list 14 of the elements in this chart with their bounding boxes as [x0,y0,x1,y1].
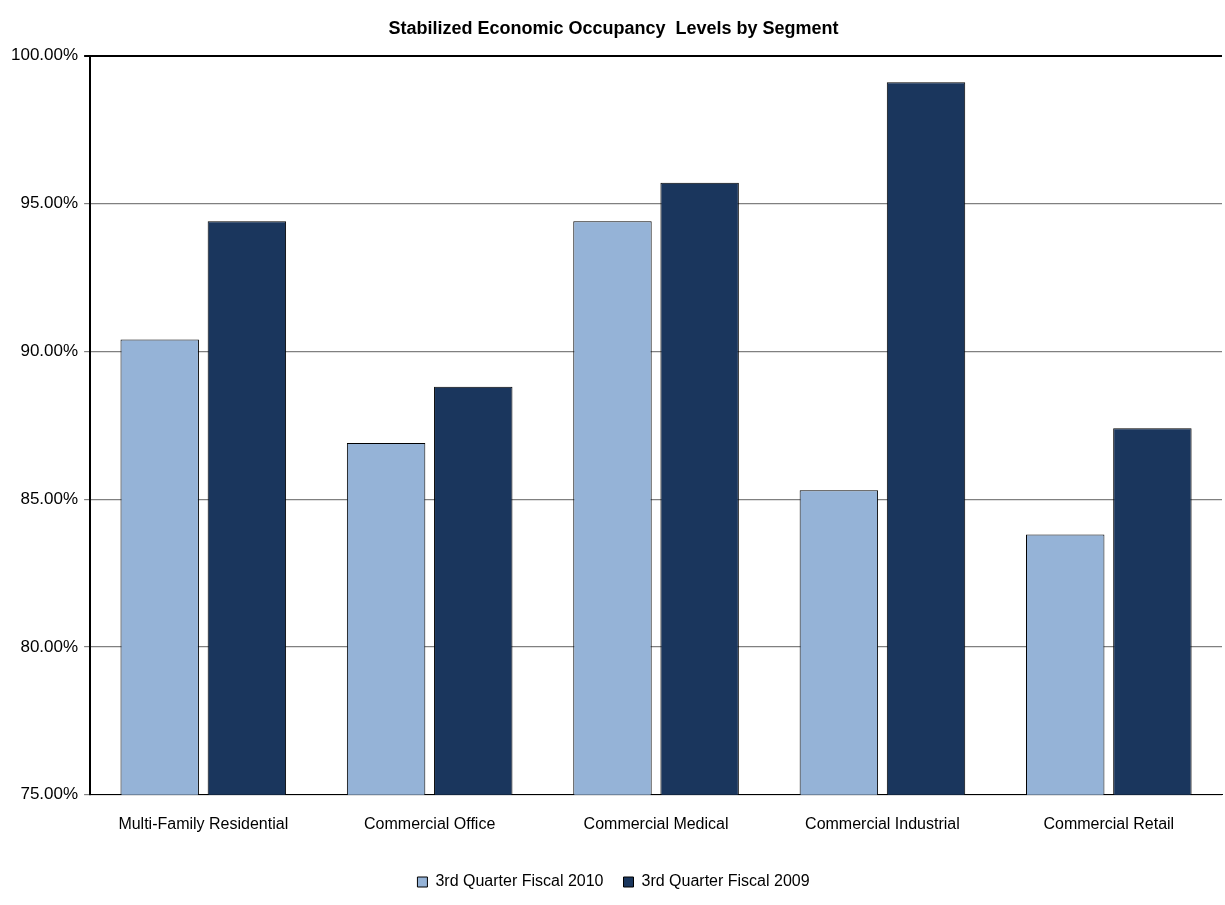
x-tick-label: Commercial Office [364,814,496,832]
y-tick-label: 75.00% [20,784,79,804]
x-tick-label: Commercial Retail [1043,814,1175,832]
y-tick-label: 95.00% [20,193,79,213]
legend-label: 3rd Quarter Fiscal 2010 [435,872,604,890]
x-tick-label: Commercial Medical [583,814,729,832]
y-tick-label: 90.00% [20,340,79,360]
legend-label: 3rd Quarter Fiscal 2009 [641,872,810,890]
y-tick-label: 85.00% [20,488,79,508]
x-tick-label: Multi-Family Residential [118,814,289,832]
chart-title: Stabilized Economic Occupancy Levels by Segment [388,17,839,38]
y-tick-label: 80.00% [20,636,79,656]
x-tick-label: Commercial Industrial [805,814,960,832]
y-tick-label: 100.00% [10,45,79,65]
